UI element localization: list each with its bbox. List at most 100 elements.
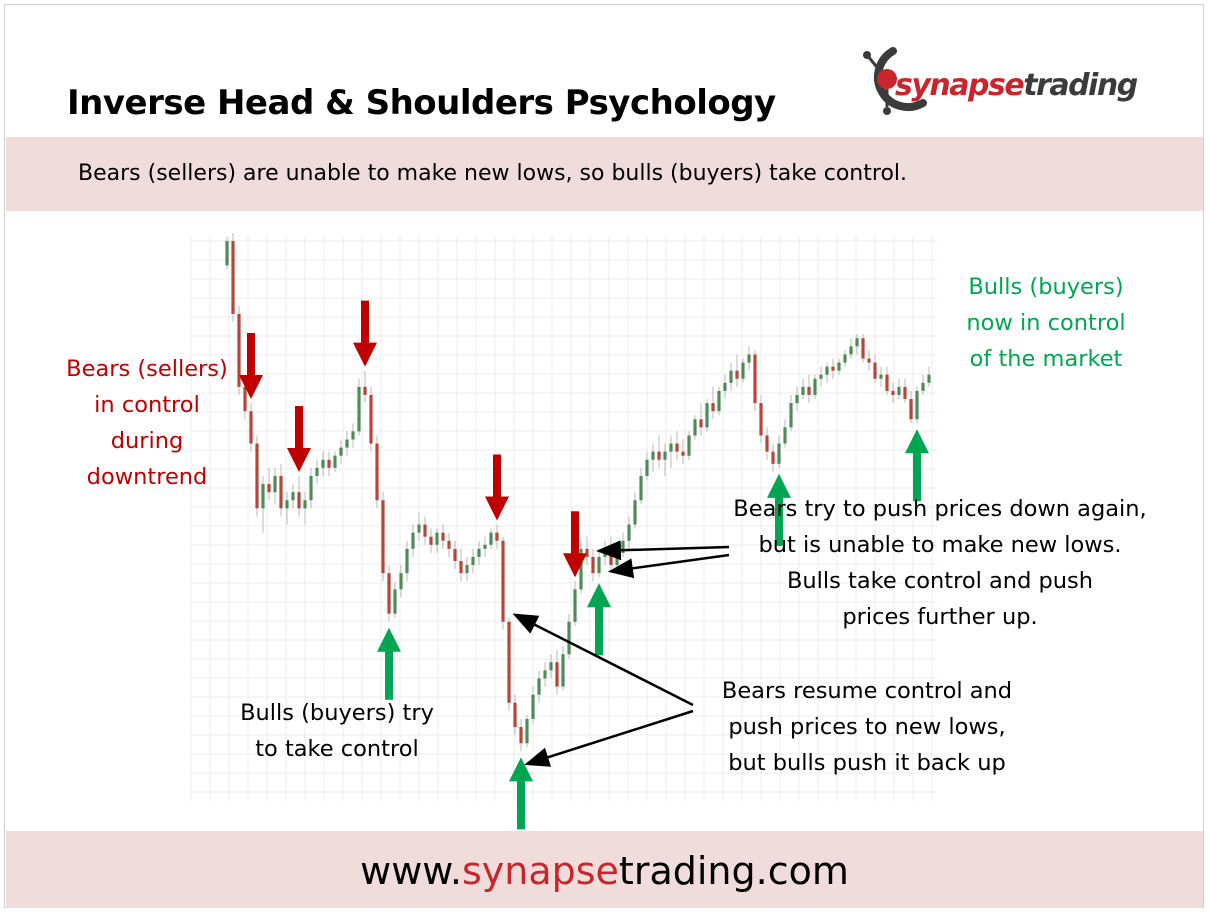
candle-body <box>573 589 577 622</box>
red-arrow-down-icon <box>353 300 377 367</box>
candle-body <box>387 573 391 614</box>
candle-body <box>231 241 235 314</box>
candle-body <box>519 727 523 744</box>
candle-body <box>873 362 877 379</box>
candle-body <box>249 411 253 444</box>
candle-body <box>435 532 439 545</box>
candle-body <box>261 484 265 509</box>
note-line: Bulls take control and push <box>786 568 1094 594</box>
candle-body <box>459 561 463 574</box>
subtitle: Bears (sellers) are unable to make new l… <box>78 161 908 186</box>
footer-url[interactable]: www.synapsetrading.com <box>6 849 1203 893</box>
candle-body <box>447 540 451 549</box>
candle-body <box>651 451 655 460</box>
candle-body <box>423 524 427 537</box>
green-arrow-up-icon <box>377 627 401 700</box>
red-arrow-down-icon <box>287 405 311 472</box>
candle-body <box>285 500 289 509</box>
note-bulls-try: Bulls (buyers) try to take control <box>217 695 457 767</box>
candle-body <box>891 390 895 395</box>
candlestick-chart <box>190 232 937 830</box>
candle-body <box>417 524 421 533</box>
candle-body <box>615 552 619 566</box>
note-line: in control <box>94 392 200 418</box>
candle-body <box>225 241 229 266</box>
note-bulls-now: Bulls (buyers) now in control of the mar… <box>941 269 1151 377</box>
candle-body <box>837 362 841 371</box>
candle-body <box>867 358 871 363</box>
logo-node-tail <box>883 107 891 115</box>
candle-body <box>645 459 649 476</box>
candle-body <box>717 390 721 412</box>
candle-body <box>825 366 829 375</box>
candle-body <box>549 662 553 671</box>
footer-url-suffix: trading.com <box>618 849 849 893</box>
logo-text: synapsetrading <box>895 68 1138 103</box>
candle-body <box>687 435 691 456</box>
candle-body <box>861 338 865 359</box>
candle-body <box>681 451 685 456</box>
green-arrow-up-icon <box>767 473 791 546</box>
note-line: downtrend <box>86 464 208 490</box>
candle-body <box>807 386 811 395</box>
candle-body <box>711 403 715 412</box>
note-line: but bulls push it back up <box>728 750 1006 776</box>
candle-body <box>591 556 595 574</box>
candle-body <box>777 443 781 464</box>
candle-body <box>783 427 787 444</box>
pointer-arrow-icon <box>512 613 694 707</box>
note-line: of the market <box>969 346 1123 372</box>
red-arrow-down-icon <box>485 454 509 521</box>
candle-body <box>465 565 469 574</box>
logo-swoosh <box>873 47 927 111</box>
candle-body <box>561 654 565 687</box>
candle-body <box>483 544 487 549</box>
note-line: prices further up. <box>842 604 1038 630</box>
candle-body <box>813 378 817 395</box>
candle-body <box>411 532 415 549</box>
candle-body <box>753 354 757 404</box>
candle-body <box>735 370 739 379</box>
green-arrow-up-icon <box>905 429 929 502</box>
candle-body <box>315 467 319 476</box>
candle-body <box>369 394 373 444</box>
candle-body <box>921 382 925 391</box>
candle-body <box>477 548 481 557</box>
candle-body <box>843 354 847 363</box>
candle-body <box>291 492 295 501</box>
note-line: during <box>110 428 184 454</box>
candle-body <box>831 366 835 371</box>
candle-body <box>495 532 499 541</box>
candle-body <box>357 386 361 432</box>
candle-body <box>303 500 307 509</box>
candle-body <box>849 346 853 355</box>
candle-body <box>525 718 529 744</box>
note-line: Bears (sellers) <box>66 356 228 382</box>
candle-body <box>705 403 709 428</box>
subtitle-band: Bears (sellers) are unable to make new l… <box>6 137 1203 211</box>
candle-body <box>741 362 745 379</box>
candle-body <box>327 459 331 468</box>
candle-body <box>633 500 637 525</box>
page-title: Inverse Head & Shoulders Psychology <box>67 83 776 123</box>
footer-url-accent: synapse <box>461 849 619 893</box>
candle-body <box>309 475 313 501</box>
note-line: but is unable to make new lows. <box>758 532 1122 558</box>
candle-body <box>393 589 397 614</box>
note-line: to take control <box>255 736 419 762</box>
candle-body <box>915 390 919 420</box>
note-line: Bears try to push prices down again, <box>733 496 1147 522</box>
candle-body <box>279 475 283 509</box>
candle-body <box>471 556 475 566</box>
candle-body <box>351 431 355 440</box>
candle-body <box>321 459 325 468</box>
note-line: push prices to new lows, <box>728 714 1006 740</box>
logo-node-main <box>877 69 897 89</box>
candle-body <box>699 419 703 428</box>
candle-body <box>267 484 271 493</box>
candle-body <box>627 524 631 541</box>
candle-body <box>693 419 697 436</box>
footer-band: www.synapsetrading.com <box>6 831 1203 908</box>
candle-body <box>765 435 769 452</box>
candle-body <box>801 386 805 395</box>
